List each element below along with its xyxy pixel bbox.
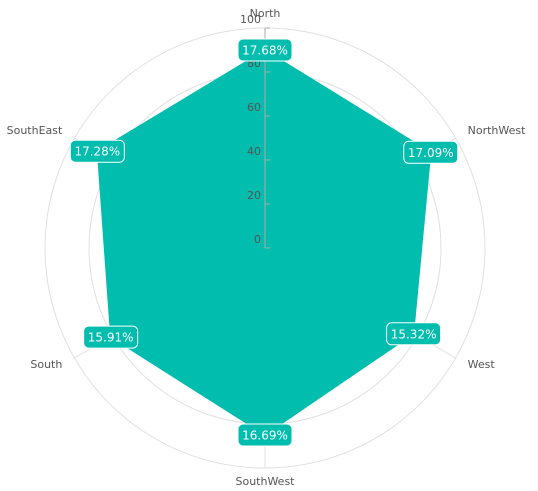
data-label: 17.28% xyxy=(74,145,120,159)
category-label: SouthWest xyxy=(235,475,295,488)
data-label-box xyxy=(83,325,139,349)
data-label: 17.09% xyxy=(408,146,454,160)
radar-area xyxy=(96,49,432,436)
data-label-box xyxy=(237,423,293,447)
category-label: North xyxy=(250,7,281,20)
category-label: West xyxy=(468,358,496,371)
data-label-box xyxy=(386,322,442,346)
data-label-box xyxy=(69,139,125,163)
data-label-box xyxy=(403,140,459,164)
y-tick-label: 60 xyxy=(247,101,261,114)
data-label-box xyxy=(237,38,293,62)
y-tick-label: 0 xyxy=(254,233,261,246)
y-tick-label: 40 xyxy=(247,145,261,158)
category-label: South xyxy=(30,358,62,371)
data-label: 15.32% xyxy=(391,327,437,341)
data-label: 15.91% xyxy=(88,331,134,345)
data-label: 17.68% xyxy=(242,44,288,58)
y-tick-label: 100 xyxy=(240,13,261,26)
data-label: 16.69% xyxy=(242,429,288,443)
category-label: SouthEast xyxy=(7,124,63,137)
category-label: NorthWest xyxy=(468,124,526,137)
y-tick-label: 20 xyxy=(247,189,261,202)
